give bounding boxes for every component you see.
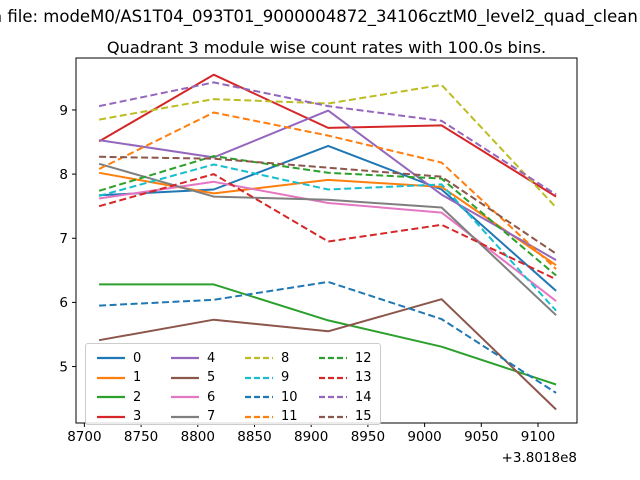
legend-label-8: 8	[281, 350, 290, 366]
legend-swatch-13	[319, 376, 347, 379]
y-tick-label: 5	[59, 359, 68, 375]
legend-swatch-7	[171, 415, 199, 418]
legend-swatch-1	[97, 376, 125, 379]
legend-item-12: 12	[318, 350, 372, 366]
series-line-3	[98, 73, 557, 198]
x-tick-label: 8850	[237, 429, 271, 445]
legend-label-2: 2	[133, 389, 142, 405]
axes-title: Quadrant 3 module wise count rates with …	[106, 38, 547, 57]
series-line-7	[98, 162, 557, 316]
legend-swatch-8	[245, 356, 273, 360]
legend-swatch-14	[319, 395, 347, 399]
legend-item-14: 14	[318, 389, 372, 405]
legend-label-9: 9	[281, 370, 290, 385]
legend-label-1: 1	[133, 370, 142, 385]
legend-item-9: 9	[244, 370, 289, 386]
legend-item-15: 15	[318, 409, 372, 425]
legend-swatch-6	[171, 395, 199, 399]
legend-label-13: 13	[355, 370, 372, 385]
series-line-15	[99, 155, 557, 255]
legend-label-6: 6	[207, 389, 216, 405]
x-tick-label: 8750	[124, 429, 158, 445]
x-tick-label: 9000	[407, 429, 441, 445]
series-line-0	[99, 144, 557, 292]
legend-swatch-12	[319, 356, 347, 360]
y-tick-label: 9	[59, 103, 68, 119]
legend-label-11: 11	[281, 409, 298, 424]
legend-item-6: 6	[170, 389, 215, 405]
x-tick-label: 8700	[67, 429, 101, 445]
x-axis-offset-label: +3.8018e8	[502, 450, 577, 466]
legend-label-10: 10	[281, 389, 298, 405]
series-line-12	[98, 155, 557, 277]
legend-label-14: 14	[355, 389, 372, 405]
x-tick-label: 8900	[294, 429, 328, 445]
legend-label-7: 7	[207, 409, 216, 424]
legend-swatch-4	[171, 356, 199, 360]
legend-swatch-9	[245, 376, 273, 379]
figure-suptitle: a file: modeM0/AS1T04_093T01_9000004872_…	[0, 7, 638, 26]
series-line-9	[98, 163, 557, 312]
legend-box: 0 1 2 3 4 5 6 7 8 9 10 11 12 13 14 15	[85, 343, 381, 425]
x-tick-label: 8950	[351, 429, 385, 445]
series-line-5	[98, 298, 557, 411]
legend-label-3: 3	[133, 409, 142, 424]
legend-swatch-10	[245, 395, 273, 399]
legend-item-2: 2	[96, 389, 141, 405]
legend-label-4: 4	[207, 350, 216, 366]
legend-label-0: 0	[133, 350, 142, 366]
legend-item-0: 0	[96, 350, 141, 366]
legend-label-5: 5	[207, 370, 216, 385]
legend-item-11: 11	[244, 409, 298, 425]
series-line-8	[98, 83, 557, 209]
x-tick-label: 8800	[181, 429, 215, 445]
legend-swatch-2	[97, 395, 125, 399]
legend-swatch-5	[171, 376, 199, 379]
legend-item-3: 3	[96, 409, 141, 425]
legend-item-10: 10	[244, 389, 298, 405]
legend-item-4: 4	[170, 350, 215, 366]
y-tick-label: 7	[59, 231, 68, 247]
legend-swatch-3	[97, 415, 125, 418]
y-tick-label: 6	[59, 295, 68, 311]
legend-item-1: 1	[96, 370, 141, 386]
series-line-11	[98, 111, 557, 270]
x-tick-label: 9050	[464, 429, 498, 445]
series-line-2	[99, 283, 557, 386]
legend-label-12: 12	[355, 350, 372, 366]
y-tick-label: 8	[59, 167, 68, 183]
legend-item-5: 5	[170, 370, 215, 386]
x-tick-label: 9100	[521, 429, 555, 445]
legend-item-7: 7	[170, 409, 215, 425]
legend-item-8: 8	[244, 350, 289, 366]
legend-swatch-0	[97, 356, 125, 360]
legend-swatch-11	[245, 415, 273, 418]
series-line-13	[98, 173, 557, 281]
legend-label-15: 15	[355, 409, 372, 424]
series-line-14	[98, 81, 557, 196]
series-line-10	[99, 280, 557, 394]
series-line-4	[98, 109, 557, 261]
legend-swatch-15	[319, 415, 347, 418]
legend-item-13: 13	[318, 370, 372, 386]
